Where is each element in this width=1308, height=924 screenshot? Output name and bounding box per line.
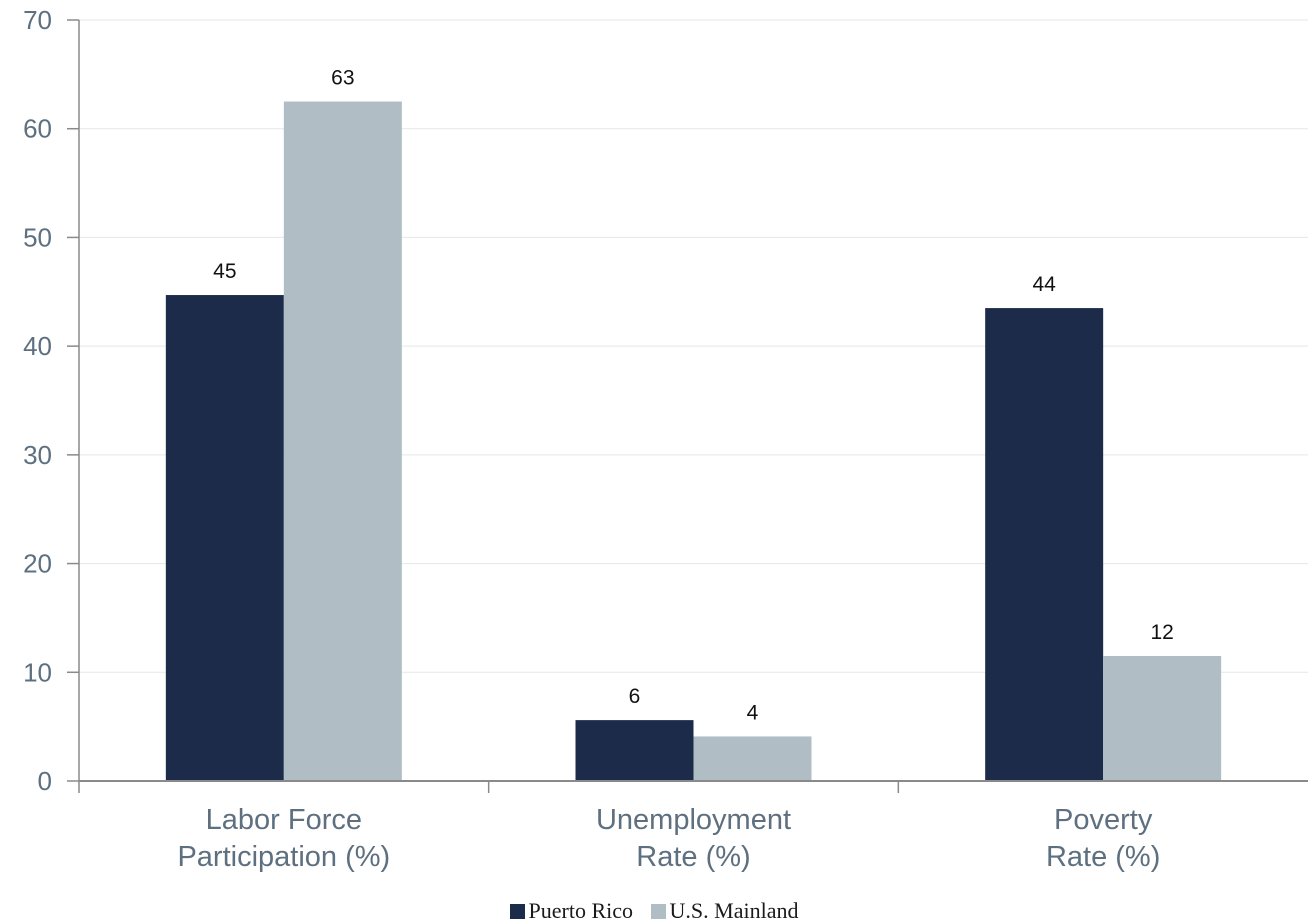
y-tick-label: 0 [38,766,52,796]
data-label-u-s-mainland: 12 [1150,621,1173,644]
legend-item-us-mainland: U.S. Mainland [650,898,799,924]
bar-puerto-rico [985,308,1104,781]
legend-label-puerto-rico: Puerto Rico [528,898,634,923]
legend: Puerto Rico U.S. Mainland [0,898,1308,924]
y-tick-label: 40 [23,331,52,361]
bar-u-s-mainland [283,101,402,782]
category-label: Unemployment Rate (%) [596,804,791,873]
legend-swatch-us-mainland [650,904,666,919]
data-label-puerto-rico: 6 [629,685,641,708]
y-tick-label: 70 [23,5,52,35]
bar-u-s-mainland [693,736,812,781]
y-tick-label: 20 [23,549,52,579]
y-tick-label: 60 [23,114,52,144]
legend-item-puerto-rico: Puerto Rico [509,898,634,924]
category-label: Labor Force Participation (%) [177,804,390,873]
category-label: Poverty Rate (%) [1046,804,1160,873]
y-tick-label: 30 [23,440,52,470]
bar-u-s-mainland [1103,655,1222,781]
bar-puerto-rico [165,295,284,781]
legend-swatch-puerto-rico [509,904,525,919]
legend-label-us-mainland: U.S. Mainland [669,898,799,923]
data-label-u-s-mainland: 4 [747,701,759,724]
y-tick-label: 10 [23,657,52,687]
bar-puerto-rico [575,720,694,781]
y-tick-label: 50 [23,222,52,252]
data-label-puerto-rico: 45 [213,260,236,283]
data-label-u-s-mainland: 63 [331,67,354,90]
data-label-puerto-rico: 44 [1032,273,1056,296]
